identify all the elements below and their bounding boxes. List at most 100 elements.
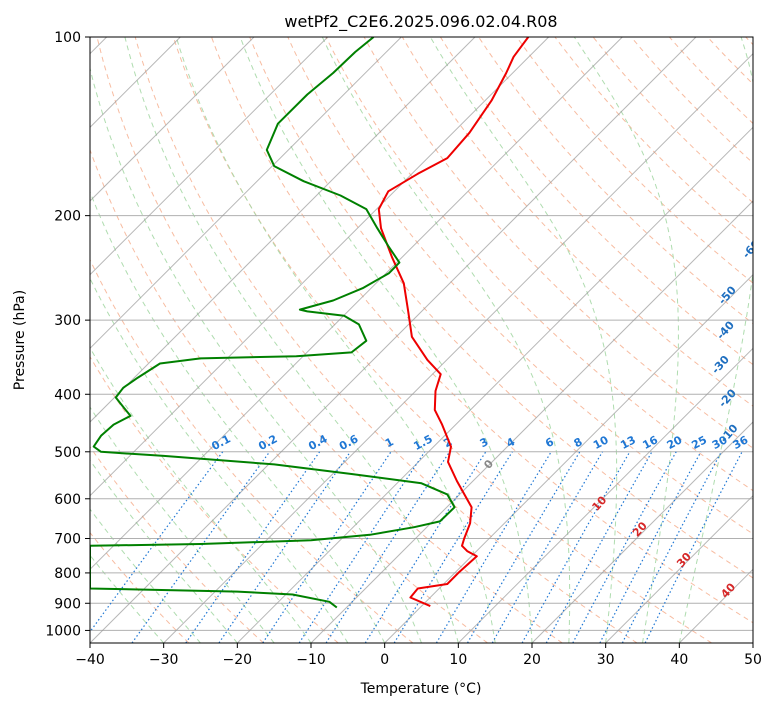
dry-adiabat <box>745 37 753 46</box>
dry-adiabat <box>90 258 414 643</box>
isotherm-line <box>90 37 476 423</box>
x-tick-label: 10 <box>449 652 467 668</box>
temperature-profile-line <box>377 37 530 608</box>
y-tick-label: 300 <box>54 313 81 329</box>
moist-adiabat <box>239 37 533 643</box>
mixing-ratio-label: 36 <box>731 433 751 452</box>
dry-adiabat <box>771 24 775 643</box>
dry-adiabat <box>90 445 264 643</box>
moist-adiabat <box>175 37 496 643</box>
moist-adiabat <box>90 508 201 643</box>
mixing-ratio-label: 20 <box>665 433 685 452</box>
warm-isotherm-label: 20 <box>630 519 650 539</box>
moist-adiabat <box>321 37 571 643</box>
isotherm-label: -40 <box>714 318 737 342</box>
isotherm-line <box>457 347 753 643</box>
x-axis: −40 −30 −20 −10 0 10 20 30 40 50 <box>75 643 762 668</box>
moist-adiabat <box>573 37 679 643</box>
mixing-ratio-line <box>131 451 271 643</box>
y-tick-label: 400 <box>54 387 81 403</box>
isotherm-label: -60 <box>740 237 763 261</box>
mixing-ratio-label: 30 <box>710 433 730 452</box>
isotherm-line <box>90 37 329 276</box>
x-tick-label: 40 <box>670 652 688 668</box>
isotherm-line <box>90 37 255 202</box>
dry-adiabat <box>134 37 638 643</box>
moist-adiabat <box>90 459 238 643</box>
mixing-ratio-label: 25 <box>689 433 709 452</box>
y-axis: 100 200 300 400 500 600 700 800 900 1000 <box>45 30 90 639</box>
isotherm-line <box>90 37 550 497</box>
mixing-ratio-label: 16 <box>640 433 660 452</box>
mixing-ratio-line <box>572 451 677 643</box>
moist-adiabat <box>90 277 349 643</box>
mixing-ratio-label: 0.1 <box>209 432 232 453</box>
mixing-ratio-label: 3 <box>478 435 491 450</box>
y-tick-label: 700 <box>54 532 81 548</box>
dry-adiabat <box>90 148 488 643</box>
dewpoint-profile-line <box>90 37 456 609</box>
mixing-ratio-label: 1 <box>383 435 396 450</box>
warm-isotherm-label: 40 <box>718 580 738 600</box>
isotherm-line <box>90 37 402 350</box>
mixing-ratio-line <box>599 451 702 643</box>
mixing-ratio-line <box>90 451 224 633</box>
y-tick-label: 900 <box>54 596 81 612</box>
dry-adiabat <box>90 355 339 643</box>
isotherm-line <box>90 37 697 643</box>
dry-adiabat <box>706 37 753 85</box>
x-tick-label: −40 <box>75 652 105 668</box>
y-tick-label: 100 <box>54 30 81 46</box>
isotherm-label: -20 <box>716 386 739 410</box>
isotherm-line <box>384 273 753 643</box>
y-tick-label: 800 <box>54 566 81 582</box>
mixing-ratio-line <box>435 451 552 643</box>
isotherm-line <box>90 37 623 571</box>
dry-adiabat <box>325 37 753 492</box>
isotherm-line <box>163 52 753 643</box>
x-axis-label: Temperature (°C) <box>360 681 482 697</box>
isotherm-line <box>678 568 753 643</box>
moist-adiabat <box>90 190 386 643</box>
mixing-ratio-line <box>218 451 351 643</box>
mixing-ratio-label: 1.5 <box>411 432 434 453</box>
x-tick-label: 30 <box>597 652 615 668</box>
mixing-ratio-line <box>298 451 426 643</box>
mixing-ratio-line <box>262 451 392 643</box>
dry-adiabat <box>287 37 753 535</box>
warm-isotherm-label: 30 <box>674 550 694 570</box>
mixing-ratio-line <box>521 451 631 643</box>
plot-area: 0.10.20.40.611.52346810131620253036-100-… <box>90 24 775 643</box>
mixing-ratio-line <box>364 451 487 643</box>
x-tick-label: −30 <box>149 652 179 668</box>
x-tick-label: −20 <box>223 652 253 668</box>
x-tick-label: −10 <box>296 652 326 668</box>
mixing-ratio-line <box>325 451 451 643</box>
y-tick-label: 200 <box>54 209 81 225</box>
y-axis-label: Pressure (hPa) <box>12 290 28 390</box>
moist-adiabat <box>124 37 459 643</box>
moist-adiabat <box>90 406 275 643</box>
isotherm-line <box>752 642 753 643</box>
mixing-ratio-line <box>466 451 581 643</box>
moist-adiabat <box>429 37 618 643</box>
y-tick-label: 1000 <box>45 623 81 639</box>
isotherm-line <box>531 421 753 643</box>
isotherm-line <box>236 126 753 643</box>
dry-adiabat <box>249 37 753 579</box>
isotherm-line <box>605 494 753 643</box>
x-tick-label: 50 <box>744 652 762 668</box>
isotherm-label: -50 <box>716 283 739 307</box>
y-tick-label: 500 <box>54 445 81 461</box>
plot-frame <box>89 36 754 644</box>
dry-adiabat <box>516 37 753 284</box>
mixing-ratio-line <box>545 451 653 643</box>
moist-adiabat <box>90 554 165 643</box>
mixing-ratio-label: 13 <box>618 433 638 452</box>
dry-adiabat <box>630 37 753 164</box>
warm-isotherm-label: 10 <box>589 493 609 513</box>
mixing-ratio-label: 10 <box>591 433 611 452</box>
mixing-ratio-label: 0.4 <box>306 432 330 453</box>
moist-adiabat <box>90 346 312 643</box>
